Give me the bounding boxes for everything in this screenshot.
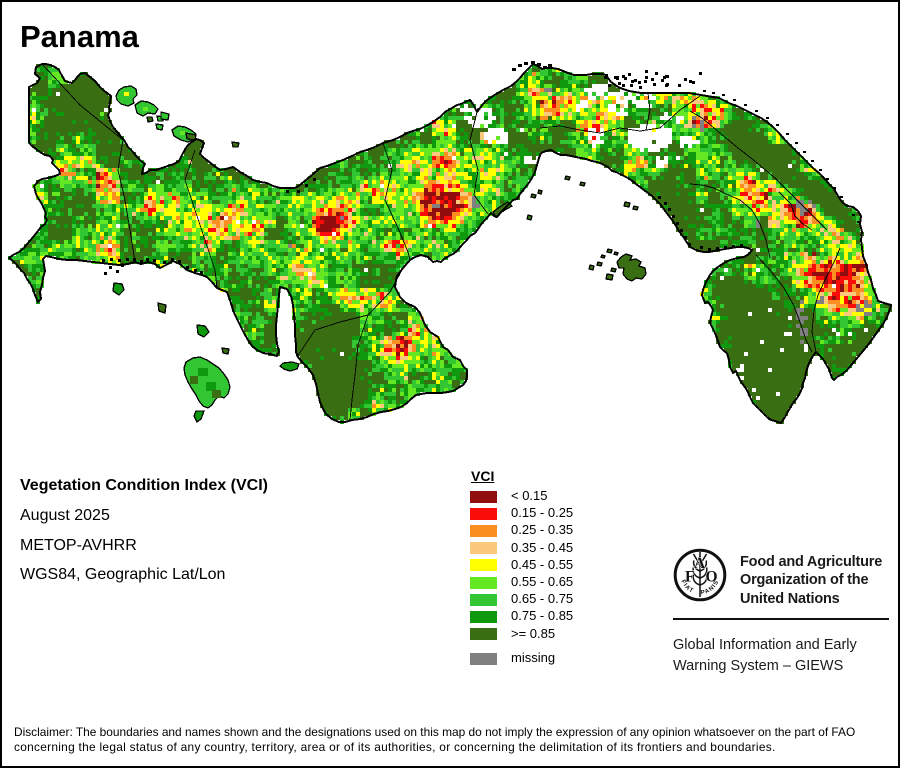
svg-text:A: A xyxy=(694,555,706,572)
svg-text:F: F xyxy=(685,569,694,586)
svg-text:O: O xyxy=(706,569,718,586)
